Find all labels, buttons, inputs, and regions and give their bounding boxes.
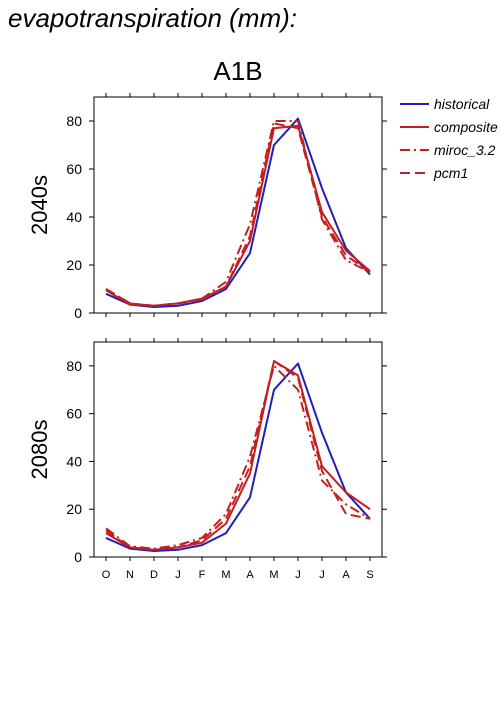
x-tick-label: J — [319, 569, 325, 581]
y-tick-label: 20 — [66, 257, 82, 273]
series-line-pcm1 — [105, 122, 371, 307]
y-tick-label: 0 — [74, 549, 82, 565]
plot-frame — [93, 96, 383, 314]
series-line-miroc_3.2 — [105, 364, 371, 550]
x-tick-label: O — [102, 569, 111, 581]
legend-label-composite: composite — [434, 119, 498, 135]
legend-label-miroc_3.2: miroc_3.2 — [434, 142, 496, 158]
y-tick-label: 80 — [66, 113, 82, 129]
x-tick-label: S — [366, 569, 373, 581]
y-tick-label: 40 — [66, 209, 82, 225]
y-tick-label: 20 — [66, 501, 82, 517]
y-tick-label: 40 — [66, 453, 82, 469]
y-tick-label: 80 — [66, 358, 82, 374]
x-tick-label: A — [246, 569, 254, 581]
plot-frame — [93, 341, 383, 558]
legend-label-pcm1: pcm1 — [433, 165, 468, 181]
x-tick-label: J — [295, 569, 301, 581]
scenario-title: A1B — [213, 56, 263, 86]
x-tick-label: F — [199, 569, 206, 581]
y-axis-label: 2080s — [27, 420, 52, 480]
x-tick-label: J — [175, 569, 181, 581]
legend: historical composite miroc_3.2 pcm1 — [400, 96, 498, 181]
chart-panel-2040s: 0 20 40 60 80 2040s — [27, 93, 387, 321]
x-tick-label: M — [221, 569, 230, 581]
legend-label-historical: historical — [434, 96, 490, 112]
y-axis-label: 2040s — [27, 175, 52, 235]
x-tick-label: D — [150, 569, 158, 581]
y-tick-label: 60 — [66, 406, 82, 422]
x-tick-label: A — [342, 569, 350, 581]
series-line-composite — [105, 124, 371, 307]
x-tick-label: N — [126, 569, 134, 581]
series-line-miroc_3.2 — [105, 120, 371, 307]
series-line-pcm1 — [105, 360, 371, 551]
y-tick-label: 60 — [66, 161, 82, 177]
series-line-historical — [105, 117, 371, 308]
series-line-historical — [105, 362, 371, 552]
page-title: evapotranspiration (mm): — [8, 3, 297, 33]
y-tick-label: 0 — [74, 305, 82, 321]
x-tick-label: M — [269, 569, 278, 581]
chart-panel-2080s: 0 20 40 60 80 O N D J F M A M J J A S 2080s — [27, 338, 387, 581]
